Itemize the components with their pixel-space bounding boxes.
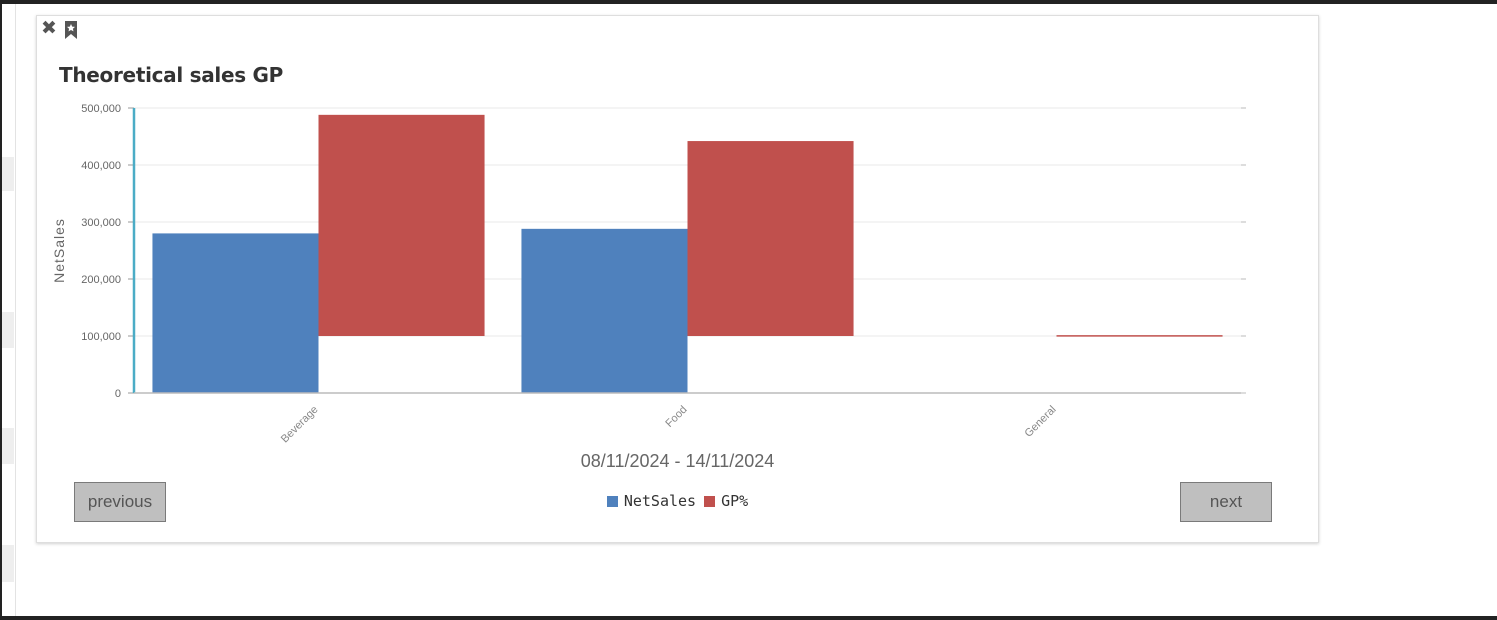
x-tick-label: Food [663, 404, 689, 430]
bar-gp-general [1056, 335, 1223, 337]
bar-gp-food [687, 141, 854, 336]
background-row-stripe [2, 157, 14, 191]
background-row-stripe [2, 312, 14, 348]
chart-title: Theoretical sales GP [59, 63, 283, 87]
window-left-border [0, 0, 2, 620]
bar-gp-beverage [318, 114, 485, 336]
y-tick-label: 200,000 [81, 274, 121, 286]
x-tick-label: General [1022, 404, 1058, 440]
x-tick-label: Beverage [279, 404, 321, 446]
y-tick-label: 0 [115, 388, 121, 400]
window-top-border [0, 0, 1497, 4]
previous-button[interactable]: previous [74, 482, 166, 522]
window-bottom-border [0, 616, 1497, 620]
y-tick-label: 100,000 [81, 331, 121, 343]
y-tick-label: 300,000 [81, 217, 121, 229]
legend-item-netsales[interactable]: NetSales [606, 492, 697, 510]
background-divider [15, 4, 16, 616]
y-axis-title: NetSales [51, 218, 67, 283]
legend-label-gp: GP% [721, 492, 749, 510]
bookmark-icon[interactable] [64, 20, 78, 40]
background-row-stripe [2, 428, 14, 464]
chart-widget: ✖ Theoretical sales GP 0 100,000 200,000 30… [36, 15, 1319, 543]
background-row-stripe [2, 545, 14, 582]
bar-chart: 0 100,000 200,000 300,000 400,000 500,000 Beve… [51, 103, 1246, 446]
bar-netsales-beverage [152, 233, 319, 393]
next-button[interactable]: next [1180, 482, 1272, 522]
legend-swatch-gp [704, 495, 716, 507]
bar-netsales-food [521, 228, 688, 393]
legend-item-gp[interactable]: GP% [704, 492, 748, 510]
y-tick-label: 500,000 [81, 103, 121, 115]
close-icon[interactable]: ✖ [41, 18, 57, 39]
y-tick-label: 400,000 [81, 160, 121, 172]
chart-legend: NetSales GP% [37, 492, 1318, 510]
legend-label-netsales: NetSales [623, 492, 697, 510]
legend-swatch-netsales [606, 495, 618, 507]
date-range-label: 08/11/2024 - 14/11/2024 [580, 451, 775, 471]
